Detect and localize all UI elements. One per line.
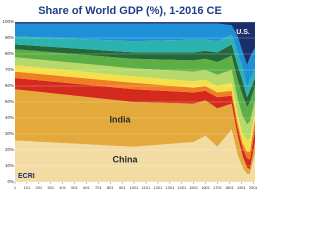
x-tick-label: 601 bbox=[83, 185, 90, 190]
y-tick-label: 50% bbox=[5, 99, 14, 104]
y-tick-label: 30% bbox=[5, 131, 14, 136]
series-label: China bbox=[112, 154, 138, 164]
area bbox=[15, 89, 255, 174]
x-tick-label: 1001 bbox=[130, 185, 140, 190]
y-tick-label: 70% bbox=[5, 67, 14, 72]
x-tick-label: 1301 bbox=[165, 185, 175, 190]
y-tick-label: 90% bbox=[5, 35, 14, 40]
x-tick-label: 1401 bbox=[177, 185, 187, 190]
y-tick-label: 80% bbox=[5, 51, 14, 56]
area bbox=[15, 65, 255, 152]
x-tick-label: 1701 bbox=[213, 185, 223, 190]
logo: ECRI bbox=[18, 173, 35, 180]
x-tick-label: 101 bbox=[24, 185, 31, 190]
area bbox=[15, 23, 255, 88]
x-tick-label: 1601 bbox=[201, 185, 211, 190]
chart-title: Share of World GDP (%), 1-2016 CE bbox=[38, 5, 222, 17]
y-tick-label: 100% bbox=[2, 19, 14, 24]
series-label: U.S. bbox=[236, 29, 250, 36]
x-tick-label: 1901 bbox=[237, 185, 247, 190]
x-tick-label: 701 bbox=[95, 185, 102, 190]
area bbox=[15, 78, 255, 170]
x-tick-label: 801 bbox=[107, 185, 114, 190]
x-tick-label: 1501 bbox=[189, 185, 199, 190]
x-tick-label: 201 bbox=[35, 185, 42, 190]
area bbox=[15, 49, 255, 125]
y-tick-label: 40% bbox=[5, 115, 14, 120]
x-tick-label: 301 bbox=[47, 185, 54, 190]
x-tick-label: 1201 bbox=[153, 185, 163, 190]
area bbox=[15, 129, 255, 182]
y-tick-label: 60% bbox=[5, 83, 14, 88]
y-tick-label: 0% bbox=[7, 179, 14, 184]
x-tick-label: 401 bbox=[59, 185, 66, 190]
series-label: India bbox=[109, 114, 131, 124]
area bbox=[15, 57, 255, 141]
x-tick-label: 501 bbox=[71, 185, 78, 190]
x-tick-label: 2001 bbox=[249, 185, 259, 190]
x-tick-label: 1 bbox=[14, 185, 17, 190]
y-tick-label: 20% bbox=[5, 147, 14, 152]
x-tick-label: 901 bbox=[119, 185, 126, 190]
area bbox=[15, 71, 255, 160]
chart: Share of World GDP (%), 1-2016 CE 0% 10% 2… bbox=[2, 5, 259, 190]
x-tick-label: 1101 bbox=[142, 185, 151, 190]
area bbox=[15, 44, 255, 107]
area bbox=[15, 34, 255, 98]
x-tick-label: 1801 bbox=[225, 185, 235, 190]
y-tick-label: 10% bbox=[5, 163, 14, 168]
